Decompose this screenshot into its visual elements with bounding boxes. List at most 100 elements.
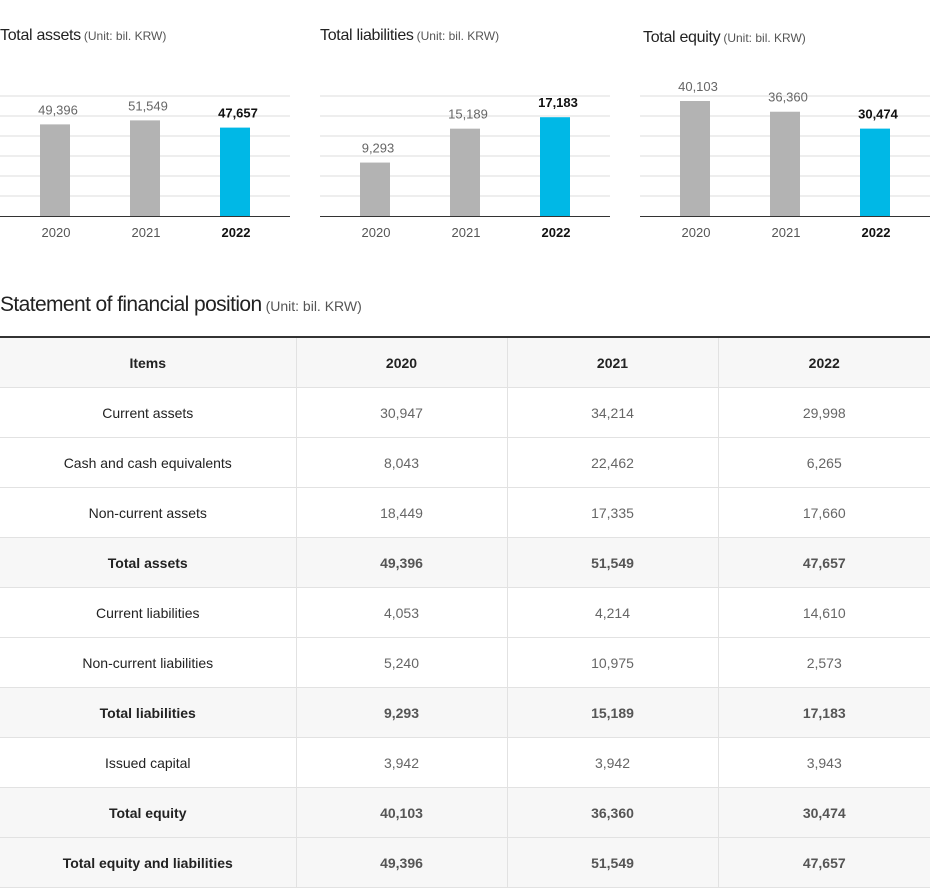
row-label: Cash and cash equivalents [0, 437, 296, 488]
row-label: Issued capital [0, 737, 296, 788]
data-label: 15,189 [448, 107, 488, 122]
cell-2020: 8,043 [295, 437, 507, 488]
table-row-total: Total equity and liabilities 49,396 51,5… [0, 837, 930, 888]
bar-2022 [220, 127, 250, 216]
chart-title: Total liabilities (Unit: bil. KRW) [320, 27, 499, 45]
row-label: Total equity [0, 787, 296, 838]
x-tick-label: 2021 [772, 225, 801, 240]
table-row-total: Total assets 49,396 51,549 47,657 [0, 537, 930, 588]
chart-title: Total assets (Unit: bil. KRW) [0, 27, 166, 45]
row-label: Current liabilities [0, 587, 296, 638]
bar-2022 [860, 128, 890, 216]
bar-2022 [540, 117, 570, 216]
row-label: Non-current liabilities [0, 637, 296, 688]
cell-2022: 17,660 [717, 487, 930, 538]
data-label: 49,396 [38, 102, 78, 117]
bar-2021 [130, 120, 160, 216]
table-row: Non-current assets 18,449 17,335 17,660 [0, 487, 930, 538]
data-label: 51,549 [128, 98, 168, 113]
table-row: Current assets 30,947 34,214 29,998 [0, 387, 930, 438]
cell-2021: 36,360 [506, 787, 718, 838]
cell-2022: 47,657 [717, 837, 930, 888]
bar-2021 [770, 111, 800, 216]
data-label: 36,360 [768, 90, 808, 105]
header-items: Items [0, 337, 296, 388]
header-2022: 2022 [717, 337, 930, 388]
cell-2021: 51,549 [506, 837, 718, 888]
cell-2021: 10,975 [506, 637, 718, 688]
row-label: Total assets [0, 537, 296, 588]
bar-2020 [680, 101, 710, 216]
total-equity-chart: Total equity (Unit: bil. KRW) 40,103 2020 3… [640, 0, 930, 250]
table-row-total: Total liabilities 9,293 15,189 17,183 [0, 687, 930, 738]
cell-2022: 2,573 [717, 637, 930, 688]
x-tick-label: 2021 [132, 225, 161, 240]
data-label: 47,657 [218, 106, 258, 121]
x-tick-label: 2022 [222, 225, 251, 240]
data-label: 17,183 [538, 95, 578, 110]
chart-title: Total equity (Unit: bil. KRW) [643, 29, 806, 47]
row-label: Total equity and liabilities [0, 837, 296, 888]
x-tick-label: 2022 [542, 225, 571, 240]
x-tick-label: 2022 [862, 225, 891, 240]
cell-2020: 5,240 [295, 637, 507, 688]
cell-2021: 17,335 [506, 487, 718, 538]
table-row: Non-current liabilities 5,240 10,975 2,5… [0, 637, 930, 688]
chart-title-text: Total assets [0, 27, 81, 44]
row-label: Non-current assets [0, 487, 296, 538]
table-row-total: Total equity 40,103 36,360 30,474 [0, 787, 930, 838]
x-tick-label: 2020 [682, 225, 711, 240]
x-tick-label: 2021 [452, 225, 481, 240]
cell-2020: 49,396 [295, 837, 507, 888]
cell-2020: 9,293 [295, 687, 507, 738]
cell-2022: 14,610 [717, 587, 930, 638]
cell-2022: 3,943 [717, 737, 930, 788]
cell-2020: 49,396 [295, 537, 507, 588]
bar-2021 [450, 128, 480, 216]
total-assets-plot: 49,396 2020 51,549 2021 47,657 2022 [0, 95, 290, 240]
total-liabilities-plot: 9,293 2020 15,189 2021 17,183 2022 [320, 95, 610, 240]
data-label: 30,474 [858, 107, 899, 122]
cell-2020: 40,103 [295, 787, 507, 838]
cell-2021: 22,462 [506, 437, 718, 488]
bar-2020 [360, 162, 390, 216]
chart-unit: (Unit: bil. KRW) [723, 31, 806, 45]
header-2020: 2020 [295, 337, 507, 388]
row-label: Current assets [0, 387, 296, 438]
bar-2020 [40, 124, 70, 216]
cell-2022: 30,474 [717, 787, 930, 838]
x-tick-label: 2020 [362, 225, 391, 240]
cell-2020: 3,942 [295, 737, 507, 788]
chart-unit: (Unit: bil. KRW) [83, 29, 167, 43]
chart-unit: (Unit: bil. KRW) [416, 29, 500, 43]
cell-2021: 15,189 [506, 687, 718, 738]
cell-2022: 6,265 [717, 437, 930, 488]
header-2021: 2021 [506, 337, 718, 388]
table-row: Cash and cash equivalents 8,043 22,462 6… [0, 437, 930, 488]
data-label: 9,293 [362, 141, 395, 156]
cell-2020: 18,449 [295, 487, 507, 538]
total-assets-chart: Total assets (Unit: bil. KRW) 49,396 2020 5… [0, 0, 290, 250]
total-equity-plot: 40,103 2020 36,360 2021 30,474 2022 [640, 79, 930, 240]
cell-2021: 51,549 [506, 537, 718, 588]
cell-2022: 47,657 [717, 537, 930, 588]
cell-2021: 34,214 [506, 387, 718, 438]
table-header-row: Items 2020 2021 2022 [0, 337, 930, 388]
cell-2021: 4,214 [506, 587, 718, 638]
cell-2020: 4,053 [295, 587, 507, 638]
chart-title-text: Total equity [643, 29, 721, 46]
row-label: Total liabilities [0, 687, 296, 738]
table-row: Current liabilities 4,053 4,214 14,610 [0, 587, 930, 638]
chart-title-text: Total liabilities [320, 27, 414, 44]
cell-2020: 30,947 [295, 387, 507, 438]
section-unit: (Unit: bil. KRW) [265, 298, 362, 314]
total-liabilities-chart: Total liabilities (Unit: bil. KRW) 9,293 2… [320, 0, 610, 250]
cell-2021: 3,942 [506, 737, 718, 788]
section-title: Statement of financial position (Unit: bi… [0, 293, 362, 317]
cell-2022: 29,998 [717, 387, 930, 438]
section-title-text: Statement of financial position [0, 293, 262, 316]
financial-position-table: Items 2020 2021 2022 Current assets 30,9… [0, 336, 930, 888]
x-tick-label: 2020 [42, 225, 71, 240]
cell-2022: 17,183 [717, 687, 930, 738]
table-row: Issued capital 3,942 3,942 3,943 [0, 737, 930, 788]
